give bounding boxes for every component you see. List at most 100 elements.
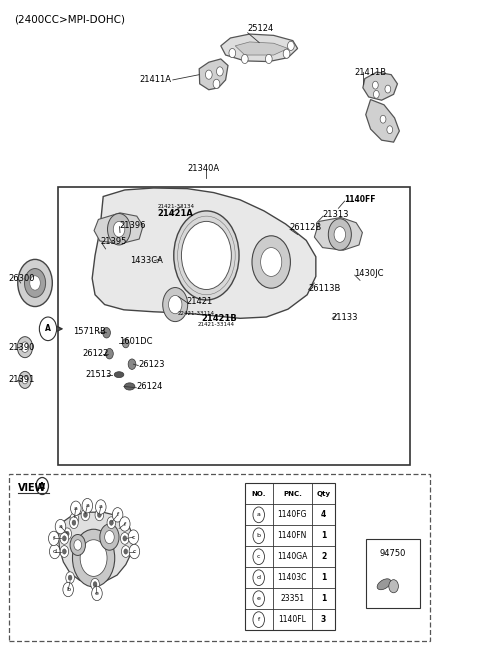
Circle shape	[124, 549, 128, 554]
Text: e: e	[257, 596, 261, 601]
Text: A: A	[39, 481, 45, 491]
Text: 21513: 21513	[85, 370, 112, 379]
Circle shape	[109, 520, 113, 525]
Circle shape	[70, 534, 85, 555]
Text: d: d	[53, 549, 57, 554]
Circle shape	[100, 524, 119, 550]
Text: 1: 1	[321, 531, 326, 540]
Text: a: a	[99, 504, 103, 510]
Circle shape	[106, 348, 113, 359]
Text: 1140FF: 1140FF	[345, 195, 376, 204]
Text: 21391: 21391	[9, 375, 35, 384]
Text: 21421B: 21421B	[202, 314, 237, 323]
Circle shape	[80, 540, 107, 576]
Text: A: A	[45, 324, 51, 333]
Polygon shape	[59, 512, 133, 583]
Text: 11403C: 11403C	[277, 573, 307, 582]
Bar	[9, 474, 430, 641]
Circle shape	[24, 269, 46, 297]
Circle shape	[95, 509, 104, 521]
Circle shape	[373, 90, 379, 98]
Text: 21340A: 21340A	[187, 164, 219, 174]
Circle shape	[205, 70, 212, 79]
Circle shape	[168, 295, 182, 314]
Polygon shape	[199, 59, 228, 90]
Circle shape	[63, 528, 72, 540]
Text: 21411A: 21411A	[140, 75, 172, 84]
Circle shape	[253, 612, 264, 627]
Circle shape	[334, 227, 346, 242]
Text: NO.: NO.	[252, 491, 266, 497]
Text: 26122: 26122	[83, 349, 109, 358]
Circle shape	[18, 259, 52, 307]
Circle shape	[328, 219, 351, 250]
Circle shape	[129, 544, 140, 559]
Circle shape	[122, 339, 129, 348]
Circle shape	[55, 519, 66, 534]
Ellipse shape	[124, 383, 135, 390]
Circle shape	[387, 126, 393, 134]
Text: 21313: 21313	[323, 210, 349, 219]
Circle shape	[253, 591, 264, 607]
Text: 1571RB: 1571RB	[73, 327, 106, 336]
Circle shape	[380, 115, 386, 123]
Circle shape	[120, 533, 129, 544]
Circle shape	[62, 536, 66, 541]
Text: 1601DC: 1601DC	[119, 337, 153, 346]
Circle shape	[49, 544, 60, 559]
Ellipse shape	[114, 372, 124, 377]
Circle shape	[105, 531, 114, 544]
Circle shape	[253, 570, 264, 586]
Text: f: f	[124, 521, 126, 527]
Circle shape	[385, 85, 391, 93]
Text: d: d	[257, 575, 261, 580]
Text: 2: 2	[321, 552, 326, 561]
Circle shape	[120, 517, 130, 531]
Circle shape	[84, 512, 87, 517]
Circle shape	[241, 54, 248, 64]
Circle shape	[70, 513, 79, 525]
Circle shape	[97, 512, 101, 517]
Text: a: a	[257, 512, 261, 517]
Text: 22421-33114: 22421-33114	[178, 310, 215, 316]
Circle shape	[60, 533, 69, 544]
Circle shape	[253, 528, 264, 544]
Circle shape	[62, 549, 66, 554]
Text: VIEW: VIEW	[18, 483, 47, 493]
Text: 26300: 26300	[9, 274, 35, 283]
Text: PNC.: PNC.	[283, 491, 302, 497]
Circle shape	[74, 540, 82, 550]
Circle shape	[92, 586, 102, 601]
Text: 21390: 21390	[9, 343, 35, 352]
Circle shape	[128, 530, 139, 544]
Circle shape	[283, 49, 290, 58]
Circle shape	[93, 582, 97, 587]
Circle shape	[48, 531, 59, 546]
Text: Qty: Qty	[316, 491, 331, 497]
Circle shape	[107, 517, 116, 529]
Circle shape	[68, 575, 72, 580]
Polygon shape	[235, 42, 288, 55]
Text: c: c	[132, 534, 135, 540]
Text: 1433CA: 1433CA	[131, 256, 163, 265]
Text: b: b	[66, 587, 70, 592]
Text: a: a	[85, 503, 89, 508]
Text: 26124: 26124	[136, 382, 163, 391]
Text: c: c	[257, 554, 261, 559]
Circle shape	[91, 578, 99, 590]
Text: 21421A: 21421A	[157, 209, 193, 218]
Circle shape	[213, 79, 220, 88]
Circle shape	[108, 214, 131, 245]
Circle shape	[65, 531, 69, 536]
Text: f: f	[117, 512, 119, 517]
Text: 26112B: 26112B	[289, 223, 322, 233]
Circle shape	[60, 546, 69, 557]
Circle shape	[21, 342, 29, 352]
Ellipse shape	[377, 579, 391, 590]
Circle shape	[81, 509, 90, 521]
Text: 1140FG: 1140FG	[277, 510, 307, 519]
Text: 1140FN: 1140FN	[277, 531, 307, 540]
Text: 4: 4	[321, 510, 326, 519]
Text: e: e	[95, 591, 99, 596]
Text: 21395: 21395	[101, 237, 127, 246]
